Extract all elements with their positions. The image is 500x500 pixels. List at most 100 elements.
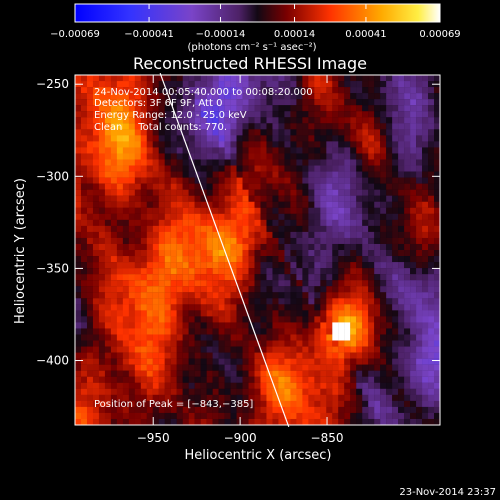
heatmap-cell <box>272 195 279 202</box>
heatmap-cell <box>158 225 165 233</box>
heatmap-cell <box>110 171 118 178</box>
heatmap-cell <box>98 310 106 317</box>
heatmap-cell <box>164 316 171 323</box>
heatmap-cell <box>134 105 141 112</box>
heatmap-cell <box>140 159 147 166</box>
heatmap-cell <box>278 111 285 118</box>
heatmap-cell <box>140 268 147 275</box>
heatmap-cell <box>428 129 435 136</box>
heatmap-cell <box>140 183 147 190</box>
heatmap-cell <box>392 418 399 425</box>
heatmap-cell <box>158 358 165 365</box>
heatmap-cell <box>212 123 219 130</box>
heatmap-cell <box>80 147 88 154</box>
heatmap-cell <box>206 243 213 251</box>
heatmap-cell <box>170 376 177 383</box>
heatmap-cell <box>410 117 417 124</box>
heatmap-cell <box>362 93 369 100</box>
heatmap-cell <box>332 262 339 269</box>
heatmap-cell <box>344 340 351 347</box>
heatmap-cell <box>356 280 363 287</box>
heatmap-cell <box>320 256 327 263</box>
heatmap-cell <box>266 195 273 202</box>
heatmap-cell <box>80 213 88 220</box>
heatmap-cell <box>260 292 267 299</box>
heatmap-cell <box>380 250 387 257</box>
heatmap-cell <box>104 388 112 395</box>
heatmap-cell <box>75 340 82 347</box>
heatmap-cell <box>80 165 88 172</box>
heatmap-cell <box>422 189 429 196</box>
heatmap-cell <box>140 237 147 245</box>
heatmap-cell <box>236 165 243 172</box>
heatmap-cell <box>374 237 381 245</box>
heatmap-cell <box>284 177 291 184</box>
heatmap-cell <box>290 81 297 88</box>
heatmap-cell <box>200 75 207 82</box>
heatmap-cell <box>350 93 357 100</box>
heatmap-cell <box>434 183 440 190</box>
heatmap-cell <box>314 213 321 220</box>
heatmap-cell <box>356 147 363 154</box>
heatmap-cell <box>410 412 417 420</box>
heatmap-cell <box>200 310 207 317</box>
heatmap-cell <box>152 256 159 263</box>
heatmap-cell <box>164 310 171 317</box>
heatmap-cell <box>194 213 201 220</box>
heatmap-cell <box>422 207 429 214</box>
heatmap-cell <box>344 201 351 208</box>
heatmap-cell <box>158 418 165 425</box>
heatmap-cell <box>278 310 285 317</box>
heatmap-cell <box>86 237 94 245</box>
heatmap-cell <box>188 304 195 311</box>
heatmap-cell <box>146 213 153 220</box>
heatmap-cell <box>224 346 231 353</box>
heatmap-cell <box>308 400 315 408</box>
heatmap-cell <box>194 418 201 425</box>
heatmap-cell <box>314 123 321 130</box>
heatmap-cell <box>260 382 267 389</box>
heatmap-cell <box>75 316 82 323</box>
heatmap-cell <box>338 394 345 402</box>
heatmap-cell <box>344 250 351 257</box>
heatmap-cell <box>212 81 219 88</box>
heatmap-cell <box>404 412 411 420</box>
heatmap-cell <box>182 105 189 112</box>
heatmap-cell <box>116 141 124 148</box>
heatmap-cell <box>188 153 195 160</box>
heatmap-cell <box>218 400 225 408</box>
heatmap-cell <box>236 334 243 341</box>
heatmap-cell <box>392 388 399 395</box>
heatmap-cell <box>254 304 261 311</box>
heatmap-cell <box>368 286 375 293</box>
heatmap-cell <box>170 111 177 118</box>
heatmap-cell <box>392 340 399 347</box>
heatmap-cell <box>140 334 147 341</box>
heatmap-cell <box>296 322 303 329</box>
heatmap-cell <box>188 111 195 118</box>
heatmap-cell <box>278 358 285 365</box>
heatmap-cell <box>326 364 333 371</box>
heatmap-cell <box>242 207 249 214</box>
heatmap-cell <box>320 304 327 311</box>
heatmap-cell <box>75 189 82 196</box>
heatmap-cell <box>242 388 249 395</box>
heatmap-cell <box>104 141 112 148</box>
heatmap-cell <box>158 394 165 402</box>
heatmap-cell <box>128 412 135 420</box>
heatmap-cell <box>254 388 261 395</box>
heatmap-cell <box>218 346 225 353</box>
heatmap-cell <box>308 159 315 166</box>
heatmap-cell <box>146 286 153 293</box>
heatmap-cell <box>146 400 153 408</box>
heatmap-cell <box>284 165 291 172</box>
heatmap-cell <box>260 171 267 178</box>
heatmap-cell <box>134 412 141 420</box>
heatmap-cell <box>380 376 387 383</box>
heatmap-cell <box>110 388 118 395</box>
heatmap-cell <box>356 250 363 257</box>
heatmap-cell <box>212 105 219 112</box>
heatmap-cell <box>272 268 279 275</box>
heatmap-cell <box>248 280 255 287</box>
heatmap-cell <box>164 153 171 160</box>
